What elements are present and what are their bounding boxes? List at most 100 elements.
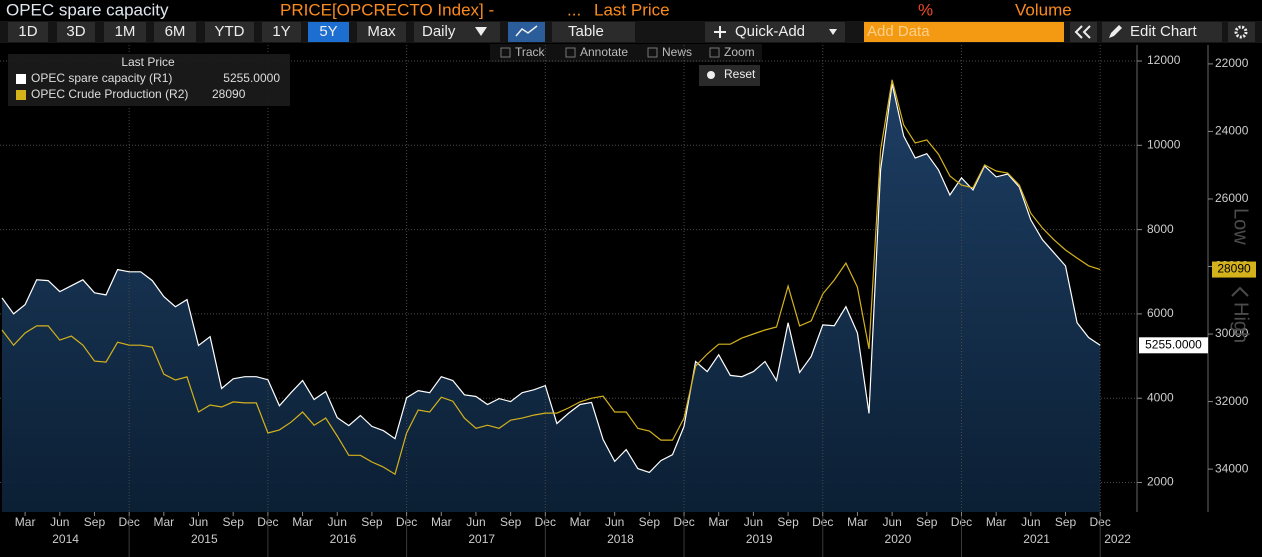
x-tick-label: Mar [154, 515, 175, 529]
range-label: 1Y [272, 23, 290, 40]
y2-tick-label: 30000 [1215, 326, 1249, 340]
legend-swatch [16, 74, 26, 84]
x-year-label: 2015 [191, 532, 218, 546]
tool-label[interactable]: News [662, 45, 692, 59]
y2-tick-label: 34000 [1215, 461, 1249, 475]
x-tick-label: Mar [292, 515, 313, 529]
header-title: OPEC spare capacity [6, 0, 169, 19]
y-tick-label: 6000 [1147, 306, 1174, 320]
x-tick-label: Sep [777, 515, 799, 529]
x-tick-label: Jun [328, 515, 347, 529]
dropdown-arrow [829, 29, 837, 35]
x-tick-label: Sep [916, 515, 938, 529]
x-tick-label: Jun [466, 515, 485, 529]
tool-label[interactable]: Track [515, 45, 546, 59]
reset-button[interactable] [699, 65, 760, 86]
gear-icon [1234, 25, 1248, 39]
last-value-label: 5255.0000 [1145, 337, 1202, 351]
title-bar [0, 0, 1262, 21]
edit-chart-button[interactable] [1102, 22, 1222, 42]
last-value-tag [1212, 261, 1256, 278]
axis-hint-low: Low [1230, 208, 1252, 245]
range-label: 1D [18, 23, 37, 40]
x-tick-label: Jun [1021, 515, 1040, 529]
x-year-label: 2014 [52, 532, 79, 546]
tool-icon [647, 47, 658, 58]
x-year-label: 2020 [885, 532, 912, 546]
tools-bar [490, 44, 762, 62]
plus-icon [714, 26, 726, 38]
y-tick-label: 8000 [1147, 222, 1174, 236]
y2-tick-label: 32000 [1215, 394, 1249, 408]
tool-label[interactable]: Zoom [724, 45, 755, 59]
x-tick-label: Mar [708, 515, 729, 529]
x-tick-label: Mar [15, 515, 36, 529]
tool-icon [500, 47, 511, 58]
x-tick-label: Mar [847, 515, 868, 529]
range-button[interactable] [308, 22, 349, 42]
pencil-icon [1109, 25, 1122, 38]
tool-icon [709, 47, 720, 58]
header-percent: % [918, 0, 933, 19]
range-button[interactable] [205, 22, 254, 42]
axis-hint-high: High [1230, 302, 1252, 343]
x-tick-label: Sep [84, 515, 106, 529]
header-field: Last Price [594, 0, 670, 19]
range-label: 3D [66, 23, 85, 40]
chart-icon [515, 25, 538, 37]
range-label: 5Y [319, 23, 337, 40]
frequency-label: Daily [422, 23, 456, 40]
range-button[interactable] [104, 22, 146, 42]
x-tick-label: Sep [639, 515, 661, 529]
x-year-label: 2018 [607, 532, 634, 546]
x-tick-label: Jun [50, 515, 69, 529]
y-tick-label: 4000 [1147, 390, 1174, 404]
x-tick-label: Sep [1055, 515, 1077, 529]
legend-value: 28090 [212, 87, 246, 101]
header-ticker: PRICE[OPCRECTO Index] - [280, 0, 494, 19]
legend-swatch [16, 90, 26, 100]
table-button[interactable] [552, 22, 635, 42]
y2-tick-label: 26000 [1215, 191, 1249, 205]
x-tick-label: Sep [223, 515, 245, 529]
x-axis-band [0, 512, 1135, 557]
header-volume: Volume [1015, 0, 1072, 19]
tool-icon [565, 47, 576, 58]
legend-box [8, 54, 290, 106]
x-tick-label: Jun [189, 515, 208, 529]
x-tick-label: Mar [431, 515, 452, 529]
range-button[interactable] [262, 22, 301, 42]
legend-value: 5255.0000 [223, 71, 280, 85]
x-year-label: 2021 [1023, 532, 1050, 546]
x-tick-label: Jun [744, 515, 763, 529]
add-data-input[interactable] [864, 22, 1064, 42]
range-button[interactable] [57, 22, 95, 42]
range-button[interactable] [154, 22, 196, 42]
range-button[interactable] [357, 22, 406, 42]
header-ellipsis: ... [567, 0, 581, 19]
table-label: Table [568, 23, 604, 40]
edit-chart-label: Edit Chart [1130, 23, 1198, 40]
y-tick-label: 12000 [1147, 53, 1181, 67]
last-value-label: 28090 [1217, 262, 1251, 276]
range-label: 1M [115, 23, 136, 40]
y2-tick-label: 24000 [1215, 124, 1249, 138]
legend-label: OPEC spare capacity (R1) [31, 71, 172, 85]
legend-title: Last Price [121, 55, 175, 69]
y2-tick-label: 22000 [1215, 56, 1249, 70]
range-label: 6M [165, 23, 186, 40]
reset-label: Reset [724, 67, 756, 81]
settings-button[interactable] [1228, 22, 1255, 42]
x-tick-label: Jun [882, 515, 901, 529]
area [2, 83, 1101, 513]
tool-label[interactable]: Annotate [580, 45, 628, 59]
range-label: Max [367, 23, 396, 40]
range-label: YTD [215, 23, 245, 40]
range-button[interactable] [8, 22, 48, 42]
y-tick-label: 10000 [1147, 137, 1181, 151]
y-tick-label: 2000 [1147, 475, 1174, 489]
collapse-icon [1074, 25, 1091, 39]
quick-add-button[interactable] [705, 22, 845, 42]
